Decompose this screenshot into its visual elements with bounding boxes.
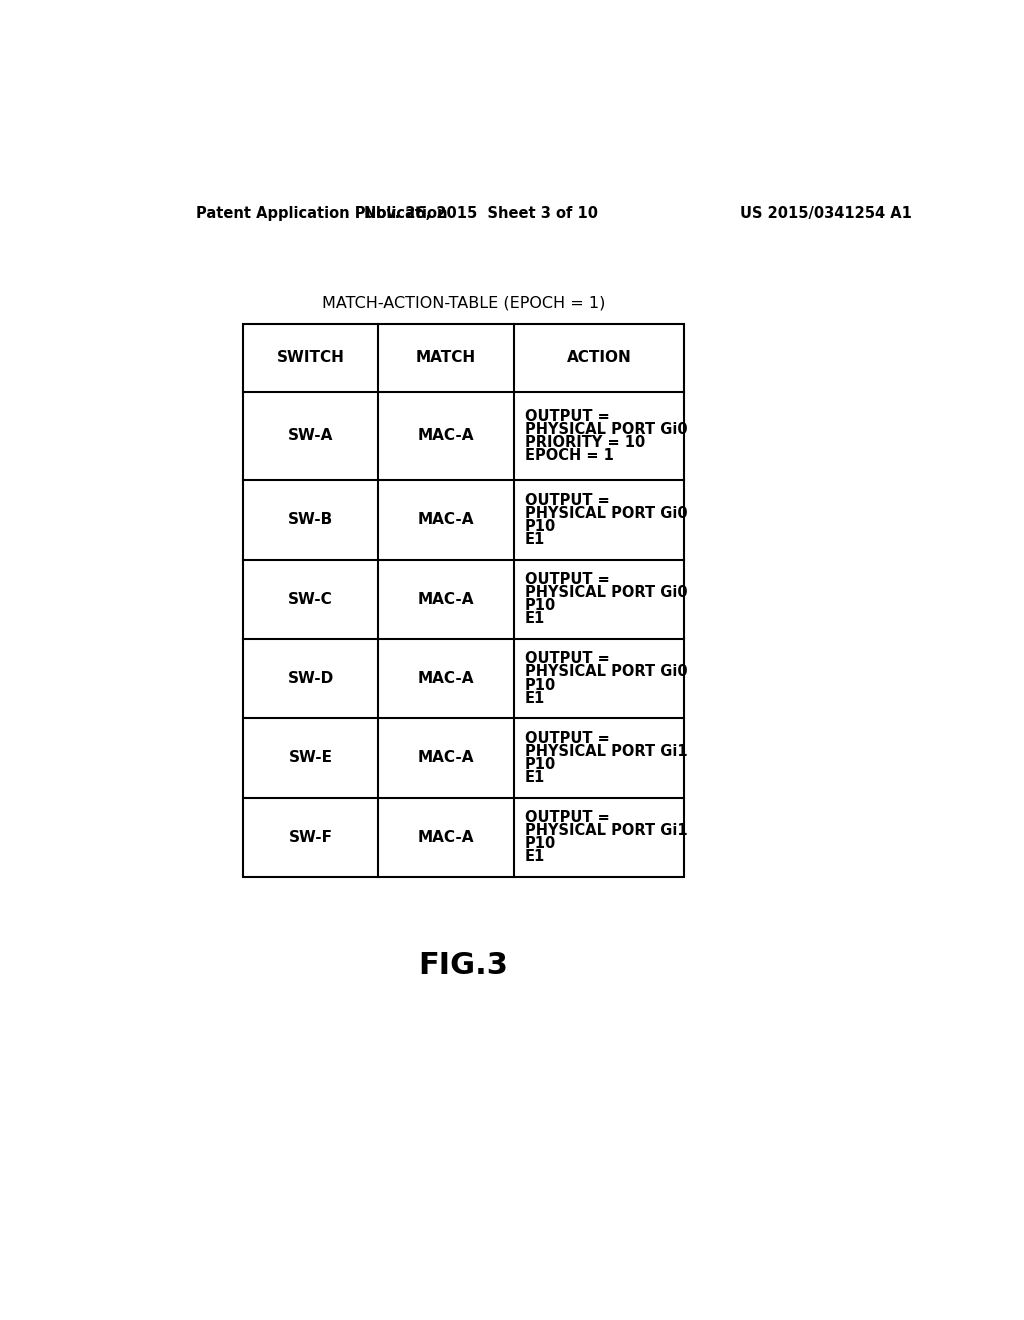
Text: PHYSICAL PORT Gi1: PHYSICAL PORT Gi1 [524, 824, 687, 838]
Text: SW-F: SW-F [289, 830, 333, 845]
Text: P10: P10 [524, 756, 556, 772]
Text: MAC-A: MAC-A [418, 830, 474, 845]
Text: OUTPUT =: OUTPUT = [524, 810, 609, 825]
Text: SW-C: SW-C [288, 591, 333, 607]
Text: US 2015/0341254 A1: US 2015/0341254 A1 [739, 206, 911, 222]
Text: OUTPUT =: OUTPUT = [524, 651, 609, 667]
Text: MAC-A: MAC-A [418, 512, 474, 528]
Text: FIG.3: FIG.3 [419, 950, 509, 979]
Text: OUTPUT =: OUTPUT = [524, 409, 609, 424]
Text: SW-D: SW-D [288, 671, 334, 686]
Text: P10: P10 [524, 519, 556, 535]
Text: PHYSICAL PORT Gi0: PHYSICAL PORT Gi0 [524, 664, 687, 680]
Text: Nov. 26, 2015  Sheet 3 of 10: Nov. 26, 2015 Sheet 3 of 10 [364, 206, 598, 222]
Text: MAC-A: MAC-A [418, 429, 474, 444]
Text: SWITCH: SWITCH [276, 350, 344, 366]
Text: P10: P10 [524, 836, 556, 851]
Bar [243, 323, 684, 876]
Text: MAC-A: MAC-A [418, 671, 474, 686]
Text: SW-E: SW-E [289, 750, 333, 766]
Text: SW-B: SW-B [288, 512, 333, 528]
Text: PHYSICAL PORT Gi0: PHYSICAL PORT Gi0 [524, 422, 687, 437]
Text: Patent Application Publication: Patent Application Publication [197, 206, 447, 222]
Text: E1: E1 [524, 770, 545, 785]
Text: PHYSICAL PORT Gi0: PHYSICAL PORT Gi0 [524, 585, 687, 601]
Text: MAC-A: MAC-A [418, 750, 474, 766]
Text: PRIORITY = 10: PRIORITY = 10 [524, 436, 645, 450]
Text: MATCH-ACTION-TABLE (EPOCH = 1): MATCH-ACTION-TABLE (EPOCH = 1) [322, 296, 605, 310]
Text: ACTION: ACTION [567, 350, 632, 366]
Text: EPOCH = 1: EPOCH = 1 [524, 447, 613, 463]
Text: OUTPUT =: OUTPUT = [524, 731, 609, 746]
Text: P10: P10 [524, 677, 556, 693]
Text: E1: E1 [524, 690, 545, 706]
Text: E1: E1 [524, 532, 545, 546]
Text: OUTPUT =: OUTPUT = [524, 572, 609, 587]
Text: MAC-A: MAC-A [418, 591, 474, 607]
Text: E1: E1 [524, 849, 545, 865]
Text: PHYSICAL PORT Gi0: PHYSICAL PORT Gi0 [524, 506, 687, 521]
Text: MATCH: MATCH [416, 350, 476, 366]
Text: SW-A: SW-A [288, 429, 333, 444]
Text: PHYSICAL PORT Gi1: PHYSICAL PORT Gi1 [524, 743, 687, 759]
Text: P10: P10 [524, 598, 556, 614]
Text: OUTPUT =: OUTPUT = [524, 492, 609, 508]
Text: E1: E1 [524, 611, 545, 627]
